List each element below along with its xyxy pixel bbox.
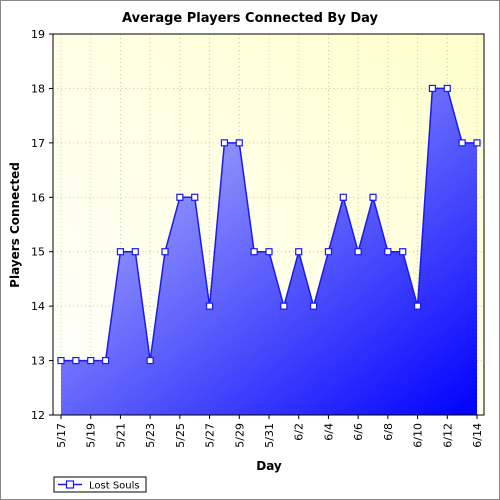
x-tick-label: 5/23: [144, 423, 157, 448]
x-tick-label: 5/19: [85, 423, 98, 448]
data-point-marker: [265, 248, 273, 256]
data-point-marker: [413, 302, 422, 310]
x-tick-label: 6/6: [352, 423, 365, 441]
data-point-marker: [309, 302, 318, 310]
data-point-marker: [235, 139, 243, 147]
y-axis-ticks: 12 13 14 15 16 17 18 19: [31, 28, 53, 422]
legend: Lost Souls: [53, 476, 147, 493]
data-point-marker: [458, 139, 466, 147]
data-point-marker: [280, 302, 288, 310]
x-tick-label: 5/17: [55, 423, 68, 448]
y-tick-label: 19: [31, 28, 45, 41]
data-point-marker: [161, 248, 169, 256]
data-point-marker: [205, 302, 214, 310]
data-point-marker: [191, 193, 199, 201]
x-axis-ticks: 5/17 5/19 5/21 5/23 5/25 5/27 5/29 5/31 6/2 6/4 6/…: [55, 415, 484, 448]
data-point-marker: [72, 356, 80, 365]
x-tick-label: 5/27: [204, 423, 217, 448]
data-point-marker: [428, 84, 437, 93]
x-tick-label: 6/4: [322, 423, 335, 441]
data-point-marker: [443, 84, 451, 93]
data-point-marker: [101, 356, 110, 365]
legend-swatch-marker: [65, 480, 75, 489]
data-point-marker: [324, 248, 333, 256]
x-tick-label: 6/14: [471, 423, 484, 448]
data-point-marker: [339, 193, 347, 201]
data-point-marker: [87, 356, 95, 365]
data-point-marker: [116, 248, 125, 256]
data-point-marker: [57, 356, 65, 365]
chart-title: Average Players Connected By Day: [122, 11, 378, 26]
y-tick-label: 12: [31, 409, 45, 422]
y-axis-title: Players Connected: [8, 162, 22, 288]
data-point-marker: [384, 248, 392, 256]
legend-label-lost-souls: Lost Souls: [89, 481, 140, 492]
x-tick-label: 6/2: [293, 423, 306, 441]
data-point-marker: [369, 193, 377, 201]
y-tick-label: 18: [31, 82, 45, 95]
x-tick-label: 5/29: [233, 423, 246, 448]
data-point-marker: [250, 248, 258, 256]
data-point-marker: [473, 139, 481, 147]
x-tick-label: 6/10: [412, 423, 425, 448]
data-point-marker: [354, 248, 362, 256]
y-tick-label: 17: [31, 137, 45, 150]
x-axis-title: Day: [256, 459, 282, 473]
x-tick-label: 6/12: [441, 423, 454, 448]
data-point-marker: [131, 248, 139, 256]
data-point-marker: [399, 248, 407, 256]
data-point-marker: [295, 248, 303, 256]
data-markers: [57, 84, 481, 365]
legend-box: [53, 476, 147, 493]
data-point-marker: [220, 139, 229, 147]
x-tick-label: 6/8: [382, 423, 395, 441]
data-point-marker: [146, 356, 154, 365]
x-tick-label: 5/25: [174, 423, 187, 448]
y-tick-label: 14: [31, 300, 45, 313]
y-tick-label: 16: [31, 191, 45, 204]
x-tick-label: 5/31: [263, 423, 276, 448]
data-point-marker: [176, 193, 184, 201]
x-tick-label: 5/21: [114, 423, 127, 448]
y-tick-label: 13: [31, 355, 45, 368]
y-tick-label: 15: [31, 246, 45, 259]
